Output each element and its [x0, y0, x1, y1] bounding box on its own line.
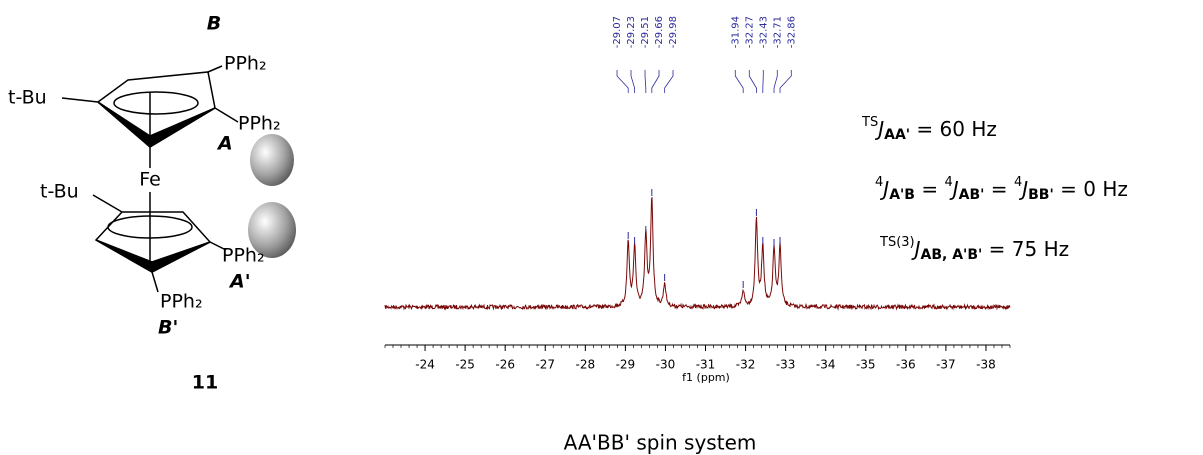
x-tick-label: -27: [535, 358, 555, 372]
bond: [209, 241, 227, 251]
peak-connector: [630, 70, 635, 93]
atom-label: A: [216, 133, 233, 155]
x-tick-label: -26: [495, 358, 515, 372]
bond: [214, 107, 239, 123]
coupling-part: TS(3): [879, 235, 915, 250]
coupling-part: TS: [861, 115, 878, 130]
x-axis-label: f1 (ppm): [682, 371, 730, 384]
bond: [207, 65, 223, 73]
caption: AA'BB' spin system: [564, 431, 757, 455]
peak-label: -29.98: [668, 16, 679, 48]
x-tick-label: -24: [415, 358, 435, 372]
atom-label: t-Bu: [8, 87, 47, 109]
coupling-part: AA': [884, 127, 910, 143]
peak-connector: [644, 70, 647, 93]
peak-connector: [651, 70, 660, 93]
coupling-part: =: [984, 177, 1013, 201]
peak-label: -32.27: [744, 16, 755, 48]
x-tick-label: -37: [936, 358, 956, 372]
x-tick-label: -25: [455, 358, 475, 372]
orbital-lobe: [250, 134, 294, 186]
coupling-part: J: [874, 117, 884, 141]
atom-label: A': [228, 271, 251, 293]
atom-label: B': [158, 317, 178, 339]
peak-label: -29.51: [640, 16, 651, 48]
peak-connector: [734, 70, 744, 93]
x-tick-label: -33: [776, 358, 796, 372]
peak-label: -32.86: [786, 16, 797, 48]
coupling-part: AB': [959, 187, 985, 203]
lower-wedge: [95, 239, 211, 273]
x-tick-label: -34: [816, 358, 836, 372]
peak-connector: [616, 70, 629, 93]
coupling-part: 4: [875, 175, 883, 190]
coupling-part: J: [949, 177, 959, 201]
coupling-part: = 0 Hz: [1054, 177, 1128, 201]
atom-label: PPh₂: [222, 245, 265, 267]
peak-label: -29.66: [654, 16, 665, 48]
coupling-part: AB, A'B': [921, 247, 983, 263]
atom-label: PPh₂: [224, 53, 267, 75]
x-tick-label: -38: [976, 358, 996, 372]
atom-label: B: [207, 13, 221, 35]
x-tick-label: -30: [656, 358, 676, 372]
coupling-text: TSJAA' = 60 Hz: [861, 115, 997, 144]
coupling-part: A'B: [889, 187, 915, 203]
atom-label: t-Bu: [40, 181, 79, 203]
coupling-part: = 75 Hz: [982, 237, 1069, 261]
x-tick-label: -32: [736, 358, 756, 372]
coupling-part: 4: [1014, 175, 1022, 190]
structure: [61, 65, 239, 293]
x-tick-label: -31: [696, 358, 716, 372]
compound-number: 11: [192, 372, 218, 394]
lower-ring-circle: [107, 215, 193, 239]
upper-wedge: [97, 101, 216, 148]
atom-label: PPh₂: [238, 113, 281, 135]
coupling-part: 4: [944, 175, 952, 190]
bond: [61, 97, 99, 103]
peak-connector: [773, 70, 778, 93]
peak-connector: [664, 70, 674, 93]
x-tick-label: -36: [896, 358, 916, 372]
atom-label: Fe: [139, 169, 161, 191]
coupling-part: J: [879, 177, 889, 201]
coupling-part: = 60 Hz: [910, 117, 997, 141]
peak-label: -29.23: [626, 16, 637, 48]
orbital-lobe: [248, 202, 296, 258]
peak-label: -29.07: [612, 16, 623, 48]
coupling-text: 4JA'B = 4JAB' = 4JBB' = 0 Hz: [875, 175, 1128, 204]
peak-label: -32.43: [758, 16, 769, 48]
x-tick-label: -28: [576, 358, 596, 372]
coupling-part: =: [915, 177, 944, 201]
coupling-part: BB': [1028, 187, 1054, 203]
atom-label: PPh₂: [160, 291, 203, 313]
peak-label: -31.94: [730, 16, 741, 48]
coupling-part: J: [911, 237, 921, 261]
spectrum-trace: [384, 197, 1011, 311]
peak-connector: [748, 70, 757, 93]
x-tick-label: -35: [856, 358, 876, 372]
x-tick-label: -29: [616, 358, 636, 372]
peak-connector: [779, 70, 792, 93]
bond: [92, 194, 123, 213]
coupling-part: J: [1018, 177, 1028, 201]
upper-ring-circle: [113, 91, 199, 115]
coupling-text: TS(3)JAB, A'B' = 75 Hz: [879, 235, 1069, 264]
peak-label: -32.71: [772, 16, 783, 48]
bond: [151, 271, 159, 293]
